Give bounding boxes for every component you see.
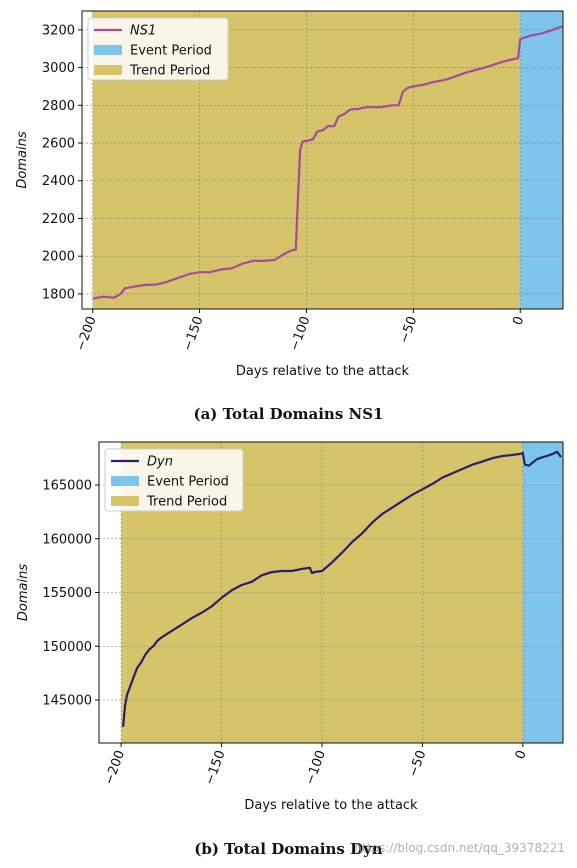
y-tick-label: 1800 xyxy=(42,287,75,302)
legend-box xyxy=(104,448,244,512)
x-axis-label: Days relative to the attack xyxy=(244,798,418,813)
legend: NS1 Event Period Trend Period xyxy=(87,17,229,81)
x-tick-label: −100 xyxy=(287,314,313,353)
y-axis-label: Domains xyxy=(16,564,31,621)
caption-ns1: (a) Total Domains NS1 xyxy=(193,405,384,423)
y-tick-label: 155000 xyxy=(42,586,92,601)
legend-label: Trend Period xyxy=(146,495,227,510)
legend-swatch-trend xyxy=(94,65,122,75)
y-tick-label: 2000 xyxy=(42,250,75,265)
y-tick-label: 3200 xyxy=(42,23,75,38)
legend-label: Dyn xyxy=(147,455,173,470)
y-tick-label: 2200 xyxy=(42,212,75,227)
x-tick-label: −50 xyxy=(397,314,420,345)
legend-label: Event Period xyxy=(147,475,229,490)
y-tick-label: 3000 xyxy=(42,61,75,76)
legend-label: NS1 xyxy=(130,24,156,39)
legend: Dyn Event Period Trend Period xyxy=(104,448,244,512)
legend-label: Trend Period xyxy=(129,64,210,79)
x-tick-label: 0 xyxy=(510,314,527,327)
legend-box xyxy=(87,17,229,81)
legend-swatch-event xyxy=(94,45,122,55)
x-tick-label: −200 xyxy=(102,748,128,787)
caption-dyn: (b) Total Domains Dyn xyxy=(194,840,383,858)
plot-frame xyxy=(98,441,564,744)
legend-label: Event Period xyxy=(130,44,212,59)
watermark: https://blog.csdn.net/qq_39378221 xyxy=(354,841,565,855)
chart-panel-dyn: 145000 150000 155000 160000 165000 −200 −150 −1… xyxy=(16,441,564,813)
x-tick-label: 0 xyxy=(513,748,530,761)
legend-swatch-trend xyxy=(111,496,139,506)
y-axis-label: Domains xyxy=(15,131,30,188)
x-axis-label: Days relative to the attack xyxy=(236,364,410,379)
series-line-dyn xyxy=(122,450,562,728)
y-tick-label: 2800 xyxy=(42,99,75,114)
x-tick-label: −150 xyxy=(202,748,228,787)
y-tick-label: 160000 xyxy=(42,532,92,547)
event-period-band xyxy=(520,11,563,309)
x-tick-label: −150 xyxy=(180,314,206,353)
x-tick-label: −100 xyxy=(303,748,329,787)
chart-panel-ns1: 1800 2000 2200 2400 2600 2800 3000 3200 −200 −150… xyxy=(15,10,564,379)
y-tick-label: 2600 xyxy=(42,137,75,152)
y-tick-label: 2400 xyxy=(42,174,75,189)
series-line-ns1 xyxy=(92,25,564,300)
y-tick-label: 150000 xyxy=(42,640,92,655)
plot-frame xyxy=(81,10,564,310)
x-tick-label: −200 xyxy=(73,314,99,353)
legend-swatch-event xyxy=(111,476,139,486)
x-tick-label: −50 xyxy=(406,748,429,779)
y-tick-label: 165000 xyxy=(42,479,92,494)
y-tick-label: 145000 xyxy=(42,694,92,709)
